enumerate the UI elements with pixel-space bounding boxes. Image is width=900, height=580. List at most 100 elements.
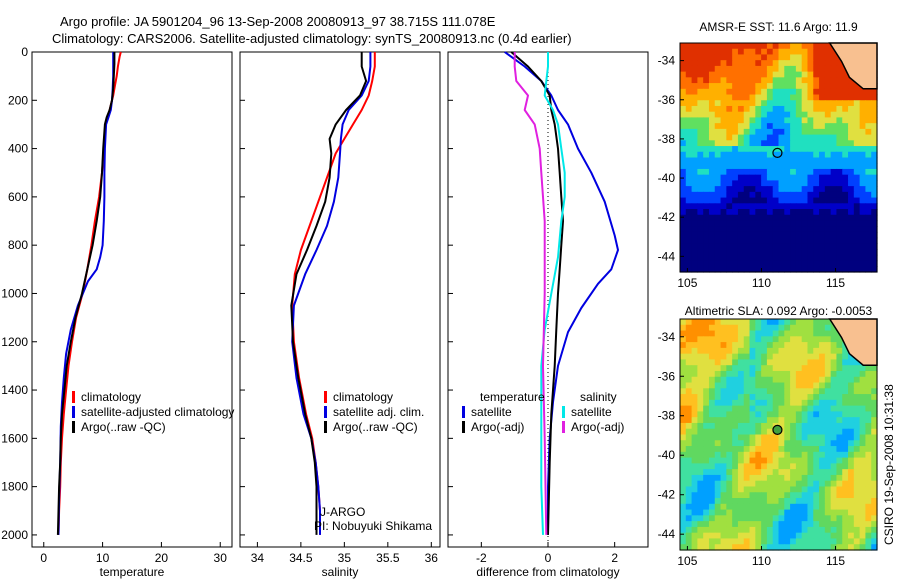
map-cell	[697, 220, 704, 227]
map-cell	[807, 191, 814, 199]
map-cell	[703, 457, 710, 464]
map-cell	[726, 231, 733, 239]
legend-swatch-magenta	[562, 421, 565, 433]
map-cell	[726, 342, 733, 349]
map-cell	[761, 492, 768, 499]
map-cell	[761, 83, 768, 90]
map-cell	[813, 163, 820, 170]
map-cell	[784, 140, 791, 147]
map-cell	[755, 197, 762, 204]
map-cell	[830, 151, 838, 159]
map-cell	[743, 480, 751, 488]
map-cell	[790, 376, 797, 384]
map-cell	[680, 220, 687, 227]
map-cell	[755, 226, 762, 233]
map-cell	[778, 243, 785, 250]
map-cell	[824, 48, 832, 56]
map-cell	[726, 451, 733, 459]
legend-swatch-cyan	[562, 406, 565, 418]
map-cell	[824, 231, 832, 239]
map-cell	[848, 365, 855, 372]
map-cell	[784, 382, 791, 389]
map-cell	[859, 469, 867, 476]
map-cell	[726, 243, 733, 250]
map-cell	[766, 65, 774, 73]
map-cell	[853, 100, 861, 107]
map-cell	[778, 365, 785, 372]
map-cell	[848, 231, 855, 239]
map-cell	[732, 100, 739, 107]
map-cell	[801, 157, 809, 164]
map-cell	[680, 388, 687, 395]
map-cell	[697, 503, 704, 511]
map-cell	[836, 168, 843, 176]
map-cell	[743, 220, 751, 227]
map-cell	[848, 214, 855, 222]
legend-swatch-red	[72, 391, 75, 403]
map-cell	[842, 480, 849, 488]
map-cell	[772, 111, 780, 119]
map-cell	[824, 43, 832, 50]
map-cell	[761, 405, 768, 413]
map-cell	[726, 60, 733, 67]
map-cell	[836, 347, 843, 355]
map-cell	[761, 249, 768, 256]
map-cell	[795, 117, 803, 124]
map-cell	[755, 237, 762, 244]
map-cell	[761, 191, 768, 199]
map-cell	[732, 509, 739, 516]
map-cell	[755, 399, 762, 407]
map-cell	[685, 503, 693, 511]
map-cell	[836, 191, 843, 199]
map-cell	[743, 532, 751, 540]
map-cell	[749, 168, 756, 176]
map-cell	[697, 117, 704, 124]
map-cell	[749, 243, 756, 250]
map-cell	[790, 243, 797, 250]
map-cell	[703, 197, 710, 204]
map-cell	[766, 128, 774, 136]
map-cell	[865, 266, 872, 273]
map-cell	[720, 209, 727, 216]
map-cell	[795, 359, 803, 366]
map-cell	[691, 157, 698, 164]
map-cell	[743, 417, 751, 424]
map-cell	[737, 434, 745, 441]
map-cell	[836, 220, 843, 227]
map-cell	[813, 336, 820, 343]
map-cell	[865, 254, 872, 262]
map-cell	[749, 174, 756, 181]
map-cell	[871, 237, 878, 244]
x-tick-label: 115	[826, 554, 845, 568]
map-cell	[691, 474, 698, 482]
map-cell	[737, 88, 745, 96]
map-cell	[720, 243, 727, 250]
map-cell	[865, 399, 872, 407]
map-cell	[732, 111, 739, 119]
map-cell	[697, 411, 704, 418]
map-cell	[790, 151, 797, 159]
y-tick-label: -42	[658, 210, 676, 224]
map-cell	[761, 544, 768, 551]
map-cell	[732, 77, 739, 84]
map-cell	[697, 492, 704, 499]
map-cell	[685, 214, 693, 222]
map-cell	[790, 180, 797, 187]
map-cell	[778, 60, 785, 67]
map-cell	[848, 526, 855, 534]
legend-label: climatology	[333, 390, 393, 404]
map-cell	[871, 231, 878, 239]
map-cell	[784, 100, 791, 107]
map-cell	[772, 330, 780, 337]
map-cell	[772, 157, 780, 164]
map-cell	[680, 254, 687, 262]
map-cell	[848, 457, 855, 464]
map-cell	[842, 451, 849, 459]
map-cell	[865, 538, 872, 545]
map-cell	[697, 254, 704, 262]
map-cell	[853, 388, 861, 395]
map-cell	[778, 486, 785, 493]
map-cell	[871, 492, 878, 499]
map-cell	[842, 123, 849, 130]
map-cell	[819, 457, 826, 464]
